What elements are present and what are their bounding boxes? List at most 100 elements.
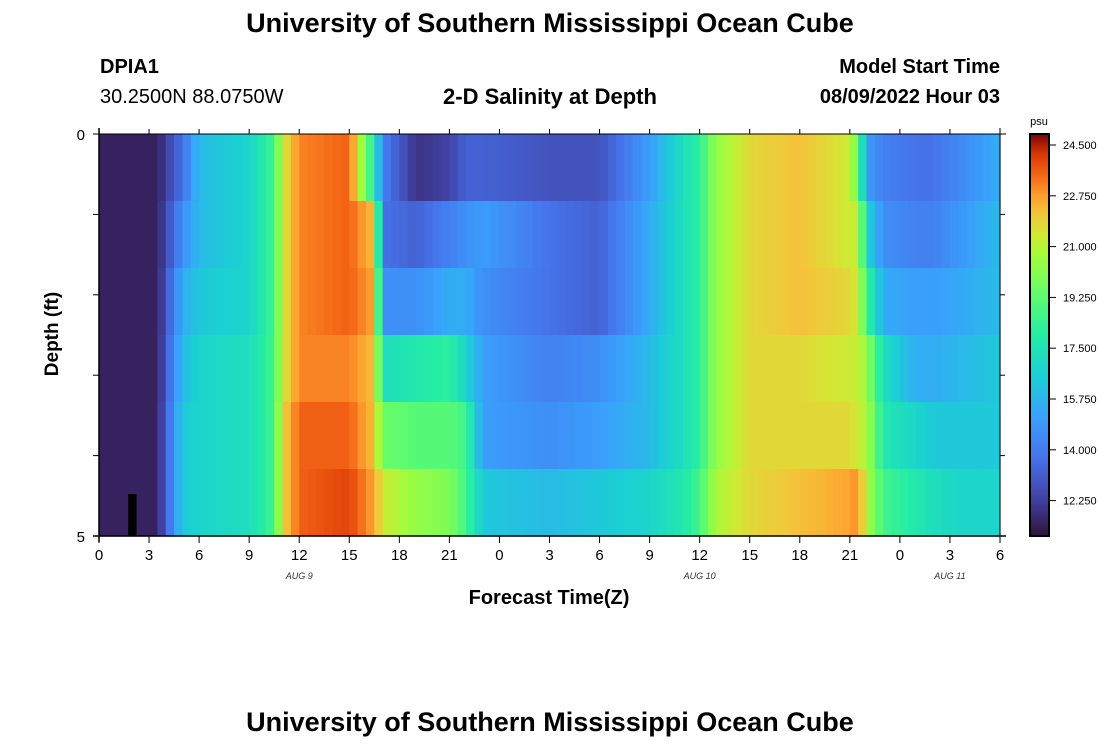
heatmap-cell bbox=[240, 469, 250, 537]
heatmap-cell bbox=[616, 268, 626, 336]
y-tick-label: 0 bbox=[77, 127, 85, 144]
heatmap-cell bbox=[741, 469, 751, 537]
heatmap-cell bbox=[149, 402, 158, 470]
heatmap-cell bbox=[949, 268, 959, 336]
heatmap-cell bbox=[207, 134, 217, 202]
heatmap-cell bbox=[365, 134, 375, 202]
heatmap-cell bbox=[532, 402, 542, 470]
heatmap-cell bbox=[190, 268, 200, 336]
heatmap-cell bbox=[432, 335, 442, 403]
x-tick-label: 3 bbox=[946, 547, 954, 564]
heatmap-cell bbox=[240, 134, 250, 202]
heatmap-cell bbox=[749, 201, 759, 269]
colorbar-tick-label: 14.000 bbox=[1063, 445, 1097, 457]
heatmap-cell bbox=[232, 469, 242, 537]
heatmap-cell bbox=[899, 268, 909, 336]
heatmap-cell bbox=[265, 335, 275, 403]
heatmap-cell bbox=[783, 134, 793, 202]
heatmap-cell bbox=[674, 268, 684, 336]
heatmap-cell bbox=[632, 201, 642, 269]
heatmap-cell bbox=[682, 268, 692, 336]
heatmap-cell bbox=[666, 402, 676, 470]
model-start-time: 08/09/2022 Hour 03 bbox=[819, 86, 1000, 108]
heatmap-cell bbox=[699, 335, 709, 403]
heatmap-cell bbox=[149, 201, 158, 269]
heatmap-cell bbox=[224, 134, 234, 202]
heatmap-cell bbox=[657, 201, 667, 269]
heatmap-cell bbox=[641, 402, 651, 470]
heatmap-cell bbox=[199, 134, 209, 202]
heatmap-cell bbox=[899, 402, 909, 470]
page-title: University of Southern Mississippi Ocean… bbox=[246, 8, 854, 38]
heatmap-cell bbox=[474, 402, 484, 470]
heatmap-cell bbox=[966, 402, 976, 470]
heatmap-cell bbox=[941, 201, 951, 269]
heatmap-cell bbox=[958, 134, 968, 202]
heatmap-cell bbox=[724, 402, 734, 470]
heatmap-cell bbox=[916, 268, 926, 336]
heatmap-cell bbox=[349, 201, 359, 269]
heatmap-cell bbox=[891, 134, 901, 202]
heatmap-cell bbox=[949, 469, 959, 537]
heatmap-cell bbox=[866, 335, 876, 403]
heatmap-cell bbox=[416, 402, 425, 470]
heatmap-cell bbox=[257, 335, 267, 403]
heatmap-cell bbox=[682, 402, 692, 470]
heatmap-cell bbox=[766, 402, 776, 470]
heatmap-cell bbox=[908, 268, 918, 336]
heatmap-cell bbox=[457, 335, 467, 403]
heatmap-cell bbox=[232, 268, 242, 336]
heatmap-cell bbox=[340, 268, 350, 336]
heatmap-cell bbox=[507, 335, 517, 403]
x-tick-label: 9 bbox=[245, 547, 253, 564]
x-tick-label: 6 bbox=[595, 547, 603, 564]
heatmap-cell bbox=[666, 335, 676, 403]
heatmap-cell bbox=[941, 335, 951, 403]
heatmap-cell bbox=[908, 402, 918, 470]
heatmap-cell bbox=[107, 469, 117, 537]
heatmap-cell bbox=[424, 335, 434, 403]
heatmap-cell bbox=[499, 469, 509, 537]
heatmap-cell bbox=[449, 469, 459, 537]
heatmap-cell bbox=[182, 402, 192, 470]
heatmap-cell bbox=[365, 268, 375, 336]
heatmap-cell bbox=[808, 335, 818, 403]
heatmap-cell bbox=[791, 335, 801, 403]
heatmap-cell bbox=[874, 402, 884, 470]
heatmap-cell bbox=[140, 268, 150, 336]
heatmap-cell bbox=[983, 268, 993, 336]
heatmap-cell bbox=[215, 402, 225, 470]
heatmap-cell bbox=[324, 201, 334, 269]
heatmap-cell bbox=[265, 201, 275, 269]
heatmap-cell bbox=[474, 201, 484, 269]
heatmap-cell bbox=[899, 201, 909, 269]
heatmap-cell bbox=[708, 201, 717, 269]
heatmap-cell bbox=[824, 268, 834, 336]
heatmap-cell bbox=[799, 469, 809, 537]
heatmap-cell bbox=[340, 335, 350, 403]
heatmap-cell bbox=[908, 201, 918, 269]
heatmap-cell bbox=[99, 134, 108, 202]
heatmap-cell bbox=[649, 268, 659, 336]
x-tick-label: 9 bbox=[645, 547, 653, 564]
heatmap-cell bbox=[390, 469, 400, 537]
heatmap-cell bbox=[115, 469, 125, 537]
heatmap-cell bbox=[924, 335, 934, 403]
heatmap-cell bbox=[708, 335, 717, 403]
heatmap-cell bbox=[908, 134, 918, 202]
heatmap-cell bbox=[516, 335, 526, 403]
heatmap-cell bbox=[274, 469, 284, 537]
heatmap-cell bbox=[883, 201, 893, 269]
heatmap-cell bbox=[115, 134, 125, 202]
heatmap-cell bbox=[499, 335, 509, 403]
heatmap-cell bbox=[349, 335, 359, 403]
heatmap-cell bbox=[199, 402, 209, 470]
heatmap-cell bbox=[891, 469, 901, 537]
heatmap-cell bbox=[674, 402, 684, 470]
heatmap-cell bbox=[599, 335, 609, 403]
heatmap-cell bbox=[207, 335, 217, 403]
heatmap-cell bbox=[774, 335, 784, 403]
heatmap-cell bbox=[716, 335, 726, 403]
heatmap-cell bbox=[174, 201, 184, 269]
x-tick-label: 21 bbox=[841, 547, 858, 564]
